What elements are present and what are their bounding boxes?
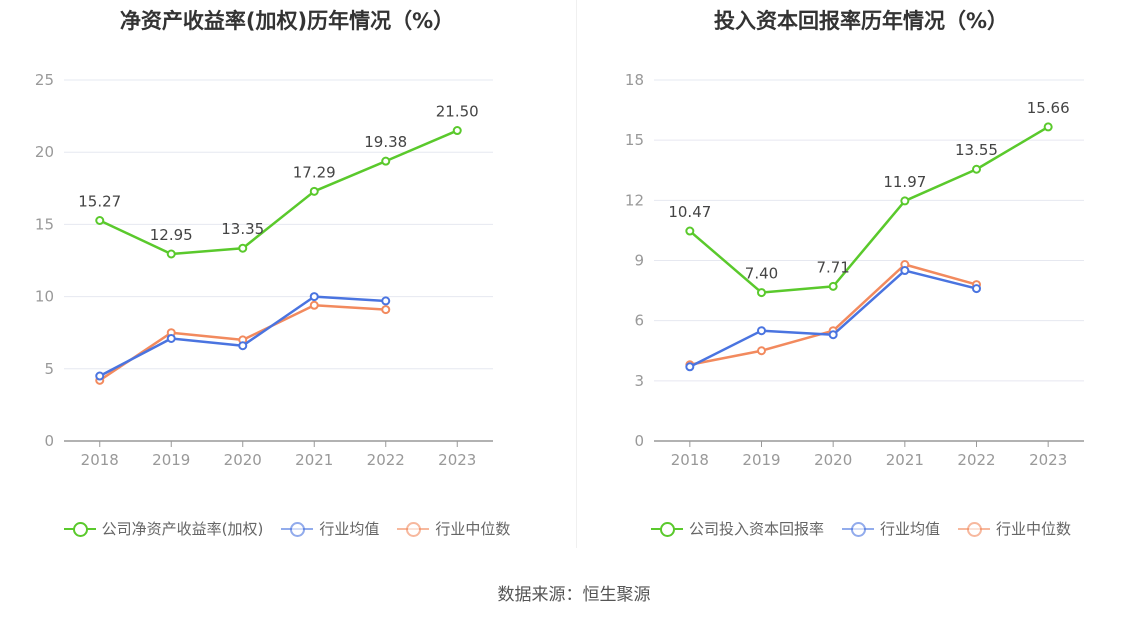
company-series-line: [689, 125, 1049, 294]
data-label: 13.55: [955, 141, 998, 159]
company-series-line: [99, 129, 458, 256]
company-data-point: [309, 186, 319, 196]
roic-chart-panel: 投入资本回报率历年情况（%） 0 3 6 9 12 15 18 2018 2019 2020 202…: [574, 0, 1148, 560]
company-data-point: [757, 288, 766, 298]
legend-marker-icon: [958, 521, 990, 537]
x-tick-label: 2021: [886, 451, 924, 469]
company-data-point: [972, 164, 981, 174]
y-tick-label: 18: [625, 71, 644, 89]
x-tick-label: 2018: [671, 451, 709, 469]
industry-mean-data-point: [685, 362, 695, 372]
y-tick-label: 15: [625, 131, 644, 149]
industry-mean-data-point: [381, 296, 391, 306]
x-tick-label: 2019: [742, 451, 780, 469]
industry-mean-data-point: [238, 341, 248, 351]
company-data-point: [900, 196, 910, 206]
y-tick-label: 25: [35, 71, 54, 89]
data-source-note: 数据来源：恒生聚源: [497, 585, 651, 605]
legend-label: 行业中位数: [996, 520, 1072, 538]
legend-label: 公司净资产收益率(加权): [101, 520, 264, 538]
industry-median-data-point: [757, 346, 766, 356]
x-tick-label: 2022: [957, 451, 995, 469]
data-label: 13.35: [221, 220, 264, 238]
industry-mean-data-point: [972, 284, 981, 294]
chart-title: 投入资本回报率历年情况（%）: [713, 9, 1009, 33]
legend-marker-icon: [281, 521, 314, 537]
legend-marker-icon: [397, 521, 430, 537]
y-tick-label: 6: [634, 312, 644, 330]
company-data-point: [685, 226, 695, 236]
data-label: 15.66: [1027, 99, 1070, 117]
data-label: 7.71: [816, 258, 849, 276]
data-label: 15.27: [78, 193, 121, 211]
legend-label: 行业均值: [319, 520, 380, 538]
roe-line-chart: 0 5 10 15 20 25 2018 2019 2020 2021 2022 2023 15.27 1…: [35, 71, 493, 469]
legend-item-industry-median[interactable]: 行业中位数: [397, 518, 510, 539]
x-tick-label: 2020: [814, 451, 852, 469]
data-label: 19.38: [364, 133, 407, 151]
data-label: 21.50: [436, 103, 479, 121]
legend-label: 行业均值: [879, 520, 940, 538]
data-label: 17.29: [293, 163, 336, 181]
legend-marker-icon: [63, 521, 96, 537]
y-tick-label: 10: [35, 288, 54, 306]
legend-item-industry-mean[interactable]: 行业均值: [281, 518, 379, 539]
x-tick-label: 2018: [81, 451, 119, 469]
chart-title: 净资产收益率(加权)历年情况（%）: [119, 9, 455, 33]
y-tick-label: 20: [35, 143, 54, 161]
x-tick-label: 2022: [367, 451, 405, 469]
industry-median-data-point: [309, 300, 319, 310]
chart-legend: 公司投入资本回报率 行业均值 行业中位数: [574, 518, 1148, 539]
x-tick-label: 2019: [152, 451, 190, 469]
industry-mean-data-point: [95, 371, 105, 381]
x-tick-label: 2020: [224, 451, 262, 469]
chart-legend: 公司净资产收益率(加权) 行业均值 行业中位数: [0, 518, 574, 539]
legend-item-industry-median[interactable]: 行业中位数: [958, 518, 1071, 539]
data-label: 7.40: [745, 265, 778, 283]
y-tick-label: 3: [634, 372, 644, 390]
industry-median-series-line: [689, 263, 977, 367]
data-label: 10.47: [668, 203, 711, 221]
legend-label: 公司投入资本回报率: [688, 520, 824, 538]
y-tick-label: 0: [634, 432, 644, 450]
x-tick-label: 2021: [295, 451, 333, 469]
legend-label: 行业中位数: [435, 520, 511, 538]
legend-marker-icon: [650, 521, 683, 537]
legend-marker-icon: [841, 521, 874, 537]
industry-mean-data-point: [166, 333, 176, 343]
y-tick-label: 5: [44, 360, 54, 378]
company-data-point: [1043, 122, 1053, 132]
industry-median-data-point: [381, 305, 391, 315]
x-tick-label: 2023: [438, 451, 476, 469]
company-data-point: [828, 281, 838, 291]
legend-item-company[interactable]: 公司净资产收益率(加权): [63, 518, 264, 539]
legend-item-company[interactable]: 公司投入资本回报率: [650, 518, 824, 539]
industry-mean-data-point: [900, 266, 910, 276]
company-data-point: [95, 216, 105, 226]
y-tick-label: 0: [44, 432, 54, 450]
data-label: 12.95: [150, 226, 193, 244]
legend-item-industry-mean[interactable]: 行业均值: [841, 518, 940, 539]
x-tick-label: 2023: [1029, 451, 1067, 469]
y-tick-label: 12: [625, 191, 644, 209]
roe-chart-panel: 净资产收益率(加权)历年情况（%） 0 5 10 15 20 25 2018 2019 2020…: [0, 0, 574, 560]
y-tick-label: 9: [634, 252, 644, 270]
roic-line-chart: 0 3 6 9 12 15 18 2018 2019 2020 2021 2022 2023 10.47 7…: [625, 71, 1084, 469]
industry-mean-data-point: [828, 330, 838, 340]
company-data-point: [381, 156, 391, 166]
company-data-point: [238, 243, 248, 253]
industry-mean-data-point: [309, 292, 319, 302]
y-tick-label: 15: [35, 215, 54, 233]
company-data-point: [166, 249, 176, 259]
industry-mean-data-point: [757, 326, 766, 336]
panel-divider: [576, 0, 577, 548]
data-label: 11.97: [883, 173, 926, 191]
company-data-point: [452, 126, 462, 136]
